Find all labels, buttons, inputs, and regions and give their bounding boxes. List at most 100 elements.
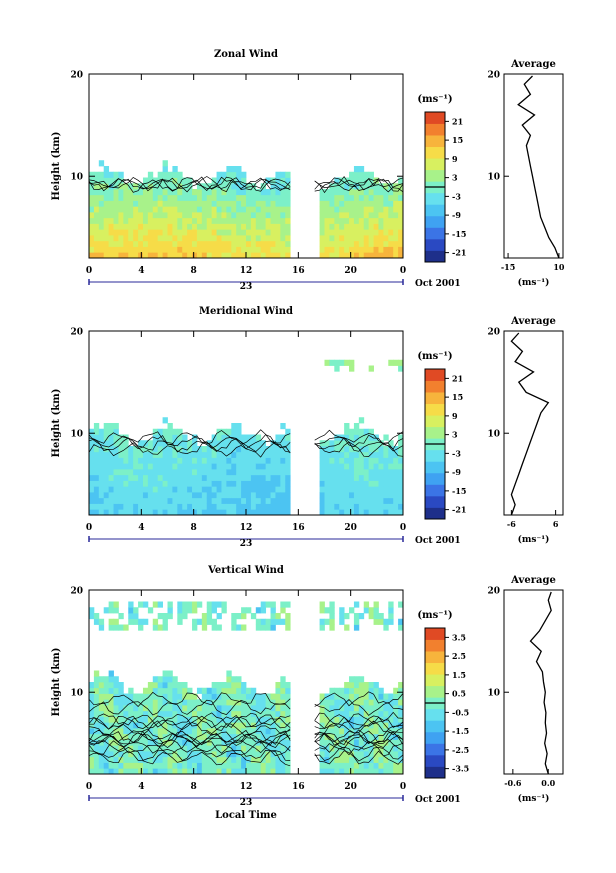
heatmap-cell (182, 463, 188, 470)
heatmap-cell (162, 440, 168, 447)
heatmap-cell (152, 246, 159, 253)
heatmap-cell (393, 716, 399, 723)
heatmap-cell (398, 710, 404, 717)
heatmap-cell (123, 762, 129, 769)
heatmap-cell (128, 194, 134, 201)
heatmap-cell (358, 503, 365, 510)
heatmap-cell (177, 240, 183, 247)
x-tick-label: 16 (292, 266, 305, 276)
heatmap-cell (334, 509, 340, 516)
heatmap-cell (162, 728, 168, 735)
heatmap-cell (221, 705, 227, 712)
heatmap-cell (344, 212, 350, 219)
heatmap-cell (231, 229, 237, 236)
heatmap-cell (260, 618, 267, 625)
heatmap-cell (196, 457, 203, 464)
heatmap-cell (221, 768, 227, 775)
heatmap-cell (363, 756, 370, 763)
heatmap-cell (196, 252, 203, 259)
profile-line (529, 591, 552, 775)
heatmap-cell (152, 509, 159, 516)
heatmap-cell (319, 607, 325, 614)
heatmap-cell (123, 229, 129, 236)
heatmap-cell (246, 474, 252, 481)
heatmap-cell (353, 217, 360, 224)
heatmap-cell (285, 687, 291, 694)
heatmap-cell (157, 223, 163, 230)
heatmap-cell (285, 223, 291, 230)
heatmap-cell (172, 206, 178, 213)
heatmap-cell (373, 699, 379, 706)
heatmap-cell (319, 217, 325, 224)
heatmap-cell (246, 745, 252, 752)
heatmap-cell (368, 171, 374, 178)
heatmap-cell (280, 492, 286, 499)
heatmap-cell (349, 492, 355, 499)
heatmap-cell (118, 446, 124, 453)
heatmap-cell (187, 194, 193, 201)
heatmap-cell (221, 492, 227, 499)
heatmap-cell (339, 206, 345, 213)
heatmap-cell (113, 206, 119, 213)
heatmap-cell (388, 463, 394, 470)
heatmap-cell (162, 160, 168, 167)
heatmap-cell (133, 223, 139, 230)
heatmap-field (89, 359, 404, 516)
heatmap-cell (177, 457, 183, 464)
heatmap-cell (265, 177, 271, 184)
heatmap-cell (250, 705, 257, 712)
heatmap-cell (98, 716, 105, 723)
heatmap-cell (353, 223, 360, 230)
heatmap-cell (319, 710, 325, 717)
heatmap-cell (285, 710, 291, 717)
heatmap-cell (196, 728, 203, 735)
heatmap-cell (226, 440, 232, 447)
heatmap-cell (349, 212, 355, 219)
colorbar-swatch (425, 461, 445, 474)
heatmap-cell (89, 252, 95, 259)
heatmap-cell (216, 751, 222, 758)
heatmap-cell (128, 206, 134, 213)
heatmap-cell (393, 206, 399, 213)
heatmap-cell (231, 751, 237, 758)
heatmap-cell (260, 710, 267, 717)
heatmap-cell (324, 212, 330, 219)
heatmap-cell (265, 733, 271, 740)
heatmap-cell (89, 693, 95, 700)
heatmap-cell (113, 474, 119, 481)
heatmap-cell (89, 440, 95, 447)
heatmap-cell (211, 601, 217, 608)
heatmap-cell (216, 601, 222, 608)
heatmap-cell (192, 486, 198, 493)
heatmap-cell (128, 229, 134, 236)
heatmap-cell (103, 166, 110, 173)
date-label: 23 (240, 798, 253, 808)
heatmap-cell (187, 705, 193, 712)
heatmap-cell (324, 503, 330, 510)
heatmap-cell (216, 762, 222, 769)
heatmap-cell (329, 705, 335, 712)
heatmap-cell (152, 618, 159, 625)
heatmap-cell (221, 469, 227, 476)
heatmap-cell (113, 189, 119, 196)
heatmap-cell (187, 745, 193, 752)
heatmap-cell (373, 682, 379, 689)
heatmap-cell (383, 756, 389, 763)
heatmap-cell (142, 206, 149, 213)
heatmap-cell (93, 200, 100, 207)
heatmap-cell (236, 206, 242, 213)
heatmap-cell (329, 699, 335, 706)
heatmap-cell (162, 739, 168, 746)
heatmap-cell (246, 486, 252, 493)
heatmap-cell (103, 693, 110, 700)
heatmap-cell (157, 252, 163, 259)
profile-y-tick-label: 20 (487, 328, 500, 338)
heatmap-cell (324, 246, 330, 253)
heatmap-cell (177, 710, 183, 717)
heatmap-cell (133, 733, 139, 740)
heatmap-cell (128, 463, 134, 470)
heatmap-cell (93, 451, 100, 458)
heatmap-cell (363, 762, 370, 769)
heatmap-cell (255, 624, 262, 631)
heatmap-cell (118, 171, 124, 178)
